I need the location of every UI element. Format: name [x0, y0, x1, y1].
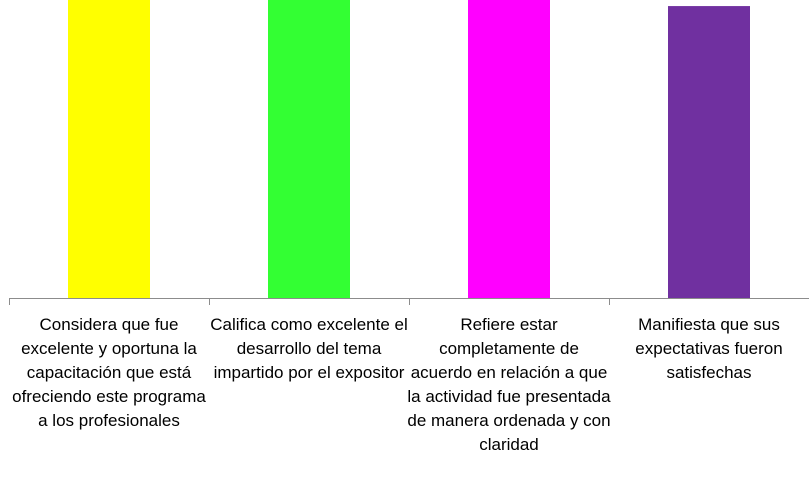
category-label-3: Refiere estar completamente de acuerdo e… [407, 315, 611, 454]
category-label-4: Manifiesta que sus expectativas fueron s… [635, 315, 783, 382]
bar-4 [668, 6, 750, 298]
category-label-1: Considera que fue excelente y oportuna l… [12, 315, 206, 430]
category-label-2: Califica como excelente el desarrollo de… [210, 315, 408, 382]
bar-1 [68, 0, 150, 298]
bar-3 [468, 0, 550, 299]
bar-2 [268, 0, 350, 298]
